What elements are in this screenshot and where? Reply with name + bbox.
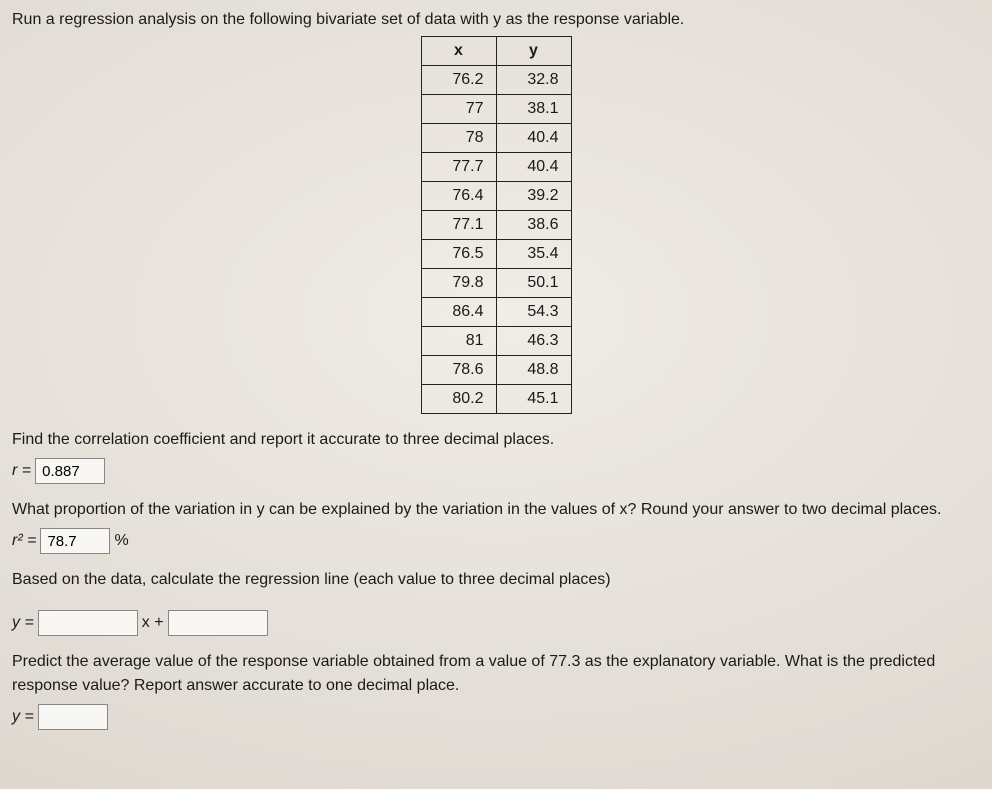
cell-x: 76.4: [421, 182, 496, 211]
cell-x: 77.7: [421, 153, 496, 182]
col-header-y: y: [496, 37, 571, 66]
cell-y: 39.2: [496, 182, 571, 211]
q2-prompt: What proportion of the variation in y ca…: [12, 498, 980, 522]
problem-intro: Run a regression analysis on the followi…: [12, 8, 980, 32]
col-header-x: x: [421, 37, 496, 66]
cell-y: 45.1: [496, 385, 571, 414]
table-row: 7840.4: [421, 124, 571, 153]
prediction-input[interactable]: [38, 704, 108, 730]
table-row: 77.138.6: [421, 211, 571, 240]
q1-var-label: r =: [12, 459, 31, 483]
cell-x: 78.6: [421, 356, 496, 385]
cell-x: 86.4: [421, 298, 496, 327]
slope-input[interactable]: [38, 610, 138, 636]
table-row: 8146.3: [421, 327, 571, 356]
r-input[interactable]: [35, 458, 105, 484]
intercept-input[interactable]: [168, 610, 268, 636]
q3-mid-label: x +: [142, 611, 164, 635]
q4-var-label: y =: [12, 705, 34, 729]
cell-y: 35.4: [496, 240, 571, 269]
cell-x: 78: [421, 124, 496, 153]
q1-prompt: Find the correlation coefficient and rep…: [12, 428, 980, 452]
cell-y: 40.4: [496, 153, 571, 182]
q3-var-label: y =: [12, 611, 34, 635]
table-row: 76.232.8: [421, 66, 571, 95]
cell-y: 46.3: [496, 327, 571, 356]
cell-y: 48.8: [496, 356, 571, 385]
cell-x: 77.1: [421, 211, 496, 240]
cell-x: 80.2: [421, 385, 496, 414]
q4-prompt: Predict the average value of the respons…: [12, 650, 980, 698]
data-table: x y 76.232.87738.17840.477.740.476.439.2…: [421, 36, 572, 414]
cell-y: 32.8: [496, 66, 571, 95]
cell-y: 50.1: [496, 269, 571, 298]
table-row: 76.535.4: [421, 240, 571, 269]
cell-x: 79.8: [421, 269, 496, 298]
table-row: 7738.1: [421, 95, 571, 124]
table-row: 80.245.1: [421, 385, 571, 414]
q3-prompt: Based on the data, calculate the regress…: [12, 568, 980, 592]
cell-x: 81: [421, 327, 496, 356]
cell-y: 40.4: [496, 124, 571, 153]
cell-x: 77: [421, 95, 496, 124]
r-squared-input[interactable]: [40, 528, 110, 554]
cell-y: 38.1: [496, 95, 571, 124]
table-row: 79.850.1: [421, 269, 571, 298]
table-row: 77.740.4: [421, 153, 571, 182]
cell-x: 76.5: [421, 240, 496, 269]
cell-y: 54.3: [496, 298, 571, 327]
q2-var-label: r² =: [12, 529, 36, 553]
percent-label: %: [114, 529, 128, 553]
cell-x: 76.2: [421, 66, 496, 95]
table-row: 86.454.3: [421, 298, 571, 327]
table-row: 76.439.2: [421, 182, 571, 211]
table-row: 78.648.8: [421, 356, 571, 385]
cell-y: 38.6: [496, 211, 571, 240]
